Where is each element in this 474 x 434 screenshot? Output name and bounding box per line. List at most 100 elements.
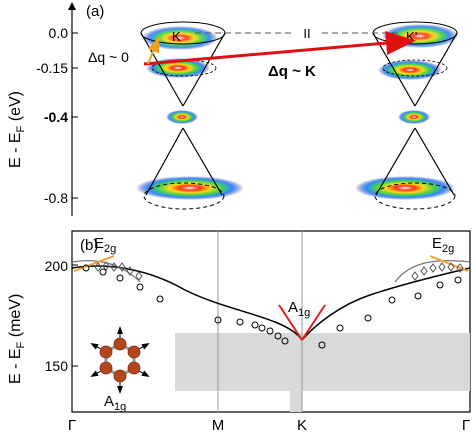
cone-k-intensity-0 — [142, 26, 218, 50]
circle-point — [156, 295, 164, 303]
carbon-atom — [99, 345, 113, 359]
tick-label-a-0: 0.0 — [49, 25, 69, 41]
circle-point — [136, 283, 144, 291]
kohn-line-left — [278, 304, 303, 341]
circle-point — [236, 318, 244, 326]
cone-kp-edge-right-lower — [414, 127, 455, 196]
intervalley-arrow — [143, 31, 416, 66]
breathing-arrow — [138, 343, 150, 350]
tick-label-b-150: 150 — [45, 358, 69, 374]
breathing-arrow — [90, 370, 102, 377]
inset-a1g-label: A1g — [104, 393, 126, 413]
diamond-markers — [94, 261, 464, 281]
e2g-left-label: E2g — [94, 235, 116, 255]
diamond-point — [411, 271, 419, 281]
breathing-arrow — [138, 370, 150, 377]
diamond-point — [118, 262, 126, 272]
arrow-small-label: Δq ~ 0 — [88, 49, 129, 65]
circle-point — [454, 276, 462, 284]
circle-point — [251, 321, 259, 329]
tick-label-a-3: -0.8 — [44, 190, 68, 206]
diamond-point — [456, 263, 464, 273]
cone-k-edge-left-lower — [145, 127, 184, 196]
cone-k-edge-right-upper — [182, 32, 226, 107]
diamond-point — [447, 262, 455, 272]
svg-text:E - EF (meV): E - EF (meV) — [7, 294, 27, 384]
shaded-continuum-k — [290, 391, 302, 412]
diamond-point — [126, 266, 134, 276]
circle-point — [274, 332, 282, 340]
a1g-label: A1g — [288, 299, 310, 319]
panel-b-frame — [71, 230, 471, 413]
panel-b-ylabel: E - EF (meV) — [7, 294, 27, 384]
dispersion-gray-right — [394, 260, 471, 283]
cone-kp-intensity-04 — [398, 110, 430, 124]
arrow-large-label: Δq ~ K — [268, 63, 316, 80]
e2g-tangent-right — [429, 255, 469, 272]
kohn-line-right — [301, 304, 326, 341]
a1g-inset-hexagon: A1g — [90, 326, 150, 413]
cone-k-intensity-08 — [136, 176, 244, 200]
intravalley-arrow — [147, 36, 160, 65]
diamond-point — [429, 263, 437, 273]
cone-kp-ring-015 — [382, 59, 448, 77]
diamond-point — [110, 262, 118, 272]
circle-point — [82, 264, 90, 272]
diamond-point — [135, 271, 143, 281]
panel-a-label: (a) — [86, 3, 104, 20]
tick-label-b-200: 200 — [45, 258, 69, 274]
circle-point — [364, 314, 372, 322]
parallel-mark: II — [303, 26, 310, 41]
cone-kp-bottom-ring — [374, 182, 456, 210]
circle-point — [99, 268, 107, 276]
circle-point — [336, 324, 344, 332]
carbon-atom — [113, 337, 127, 351]
panel-a-y-axis-arrow — [68, 2, 76, 10]
circle-point — [414, 292, 422, 300]
circle-point — [116, 274, 124, 282]
diamond-point — [94, 262, 102, 272]
xtick-m: M — [212, 417, 225, 434]
carbon-atom — [127, 361, 141, 375]
tick-label-a-2: -0.4 — [44, 109, 68, 125]
carbon-atom — [99, 361, 113, 375]
circle-point — [214, 316, 222, 324]
dirac-cone-k: K — [136, 21, 244, 210]
cone-kp-intensity-08 — [355, 176, 455, 200]
cone-kp-edge-right-upper — [414, 32, 458, 107]
carbon-atom — [127, 345, 141, 359]
circle-point — [281, 337, 289, 345]
diamond-point — [102, 261, 110, 271]
carbon-atom — [113, 369, 127, 383]
xtick-gamma-right: Γ — [462, 417, 470, 434]
cone-kp-intensity-015 — [378, 60, 442, 80]
dispersion-right — [301, 267, 471, 341]
e2g-tangent-left — [73, 255, 115, 272]
panel-a-ylabel: E - EF (eV) — [7, 91, 27, 168]
breathing-arrow — [90, 343, 102, 350]
panel-a: (a) 0.0 -0.15 -0.4 -0.8 E - EF (eV) — [7, 2, 458, 216]
dispersion-left — [71, 265, 303, 341]
circle-point — [258, 324, 266, 332]
cone-k-bottom-ring — [143, 182, 225, 210]
xtick-k: K — [297, 417, 307, 434]
carbon-atoms — [99, 337, 141, 383]
circle-point — [318, 341, 326, 349]
diamond-point — [438, 262, 446, 272]
diamond-point — [420, 266, 428, 276]
circle-point — [266, 327, 274, 335]
xtick-gamma-left: Γ — [68, 417, 76, 434]
circle-point — [388, 296, 396, 304]
cone-k-intensity-04 — [166, 110, 198, 124]
valley-k-label: K — [172, 29, 181, 44]
cone-k-edge-right-lower — [182, 127, 223, 196]
e2g-right-label: E2g — [432, 235, 454, 255]
shaded-continuum — [175, 333, 470, 391]
circle-markers — [82, 264, 462, 349]
tick-label-a-1: -0.15 — [36, 60, 68, 76]
panel-b-label: (b) — [80, 237, 98, 254]
dirac-cone-kprime: K’ — [355, 21, 458, 210]
svg-text:E - EF (eV): E - EF (eV) — [7, 91, 27, 168]
circle-point — [436, 281, 444, 289]
